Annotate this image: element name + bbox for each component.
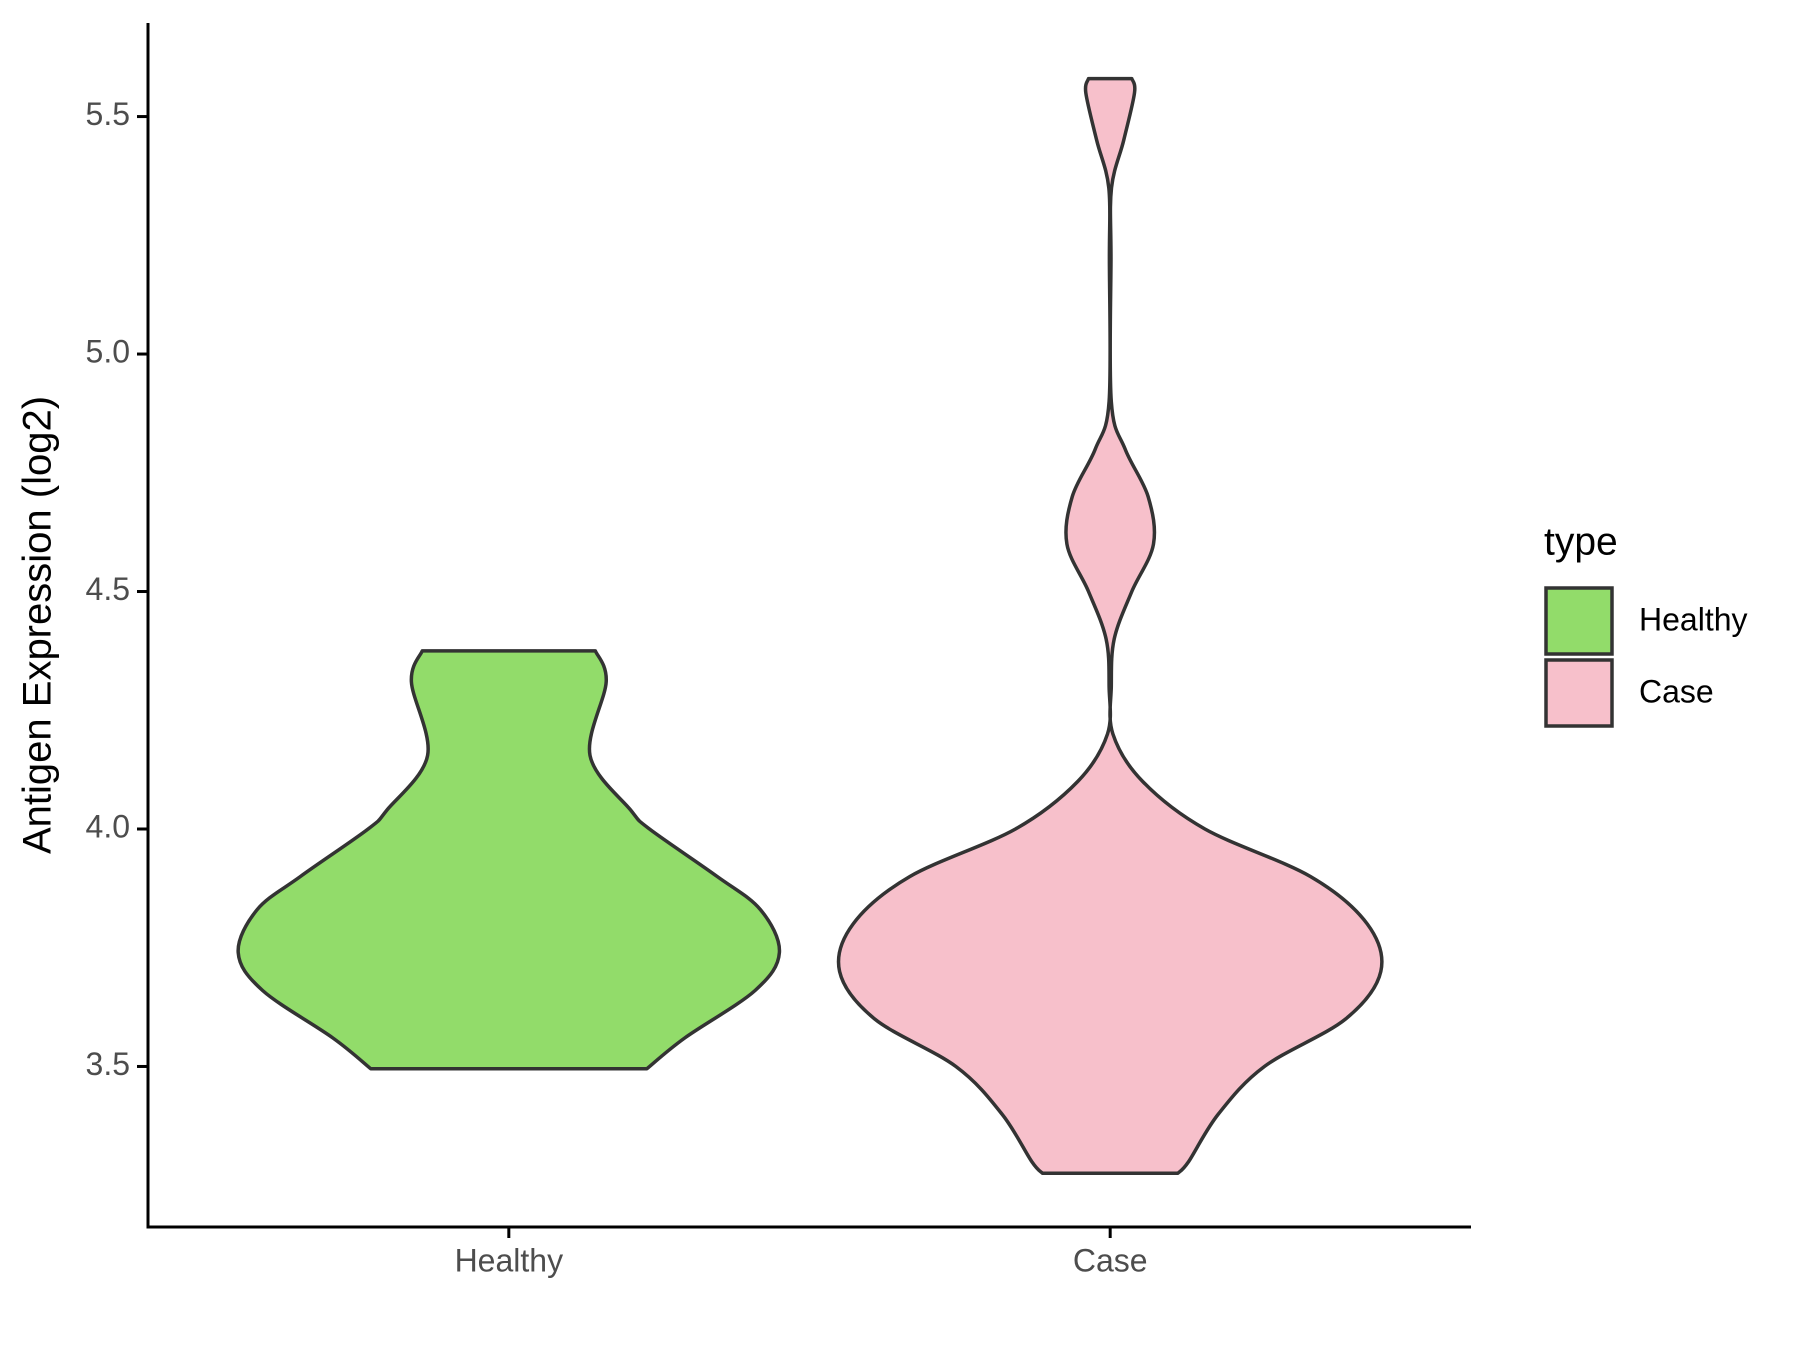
x-tick-label: Case	[1073, 1242, 1148, 1278]
violin	[236, 649, 782, 1071]
y-tick-label: 5.5	[86, 96, 130, 132]
y-tick-label: 5.0	[86, 333, 130, 369]
y-tick-label: 3.5	[86, 1046, 130, 1082]
y-tick-label: 4.5	[86, 571, 130, 607]
legend-title: type	[1544, 520, 1618, 563]
legend-swatch	[1544, 586, 1614, 656]
violin	[836, 76, 1384, 1176]
x-tick-label: Healthy	[455, 1242, 564, 1278]
legend-label: Case	[1639, 673, 1714, 709]
legend-swatch	[1544, 658, 1614, 728]
y-tick-label: 4.0	[86, 808, 130, 844]
y-axis-title: Antigen Expression (log2)	[16, 396, 60, 854]
legend-label: Healthy	[1639, 601, 1748, 637]
